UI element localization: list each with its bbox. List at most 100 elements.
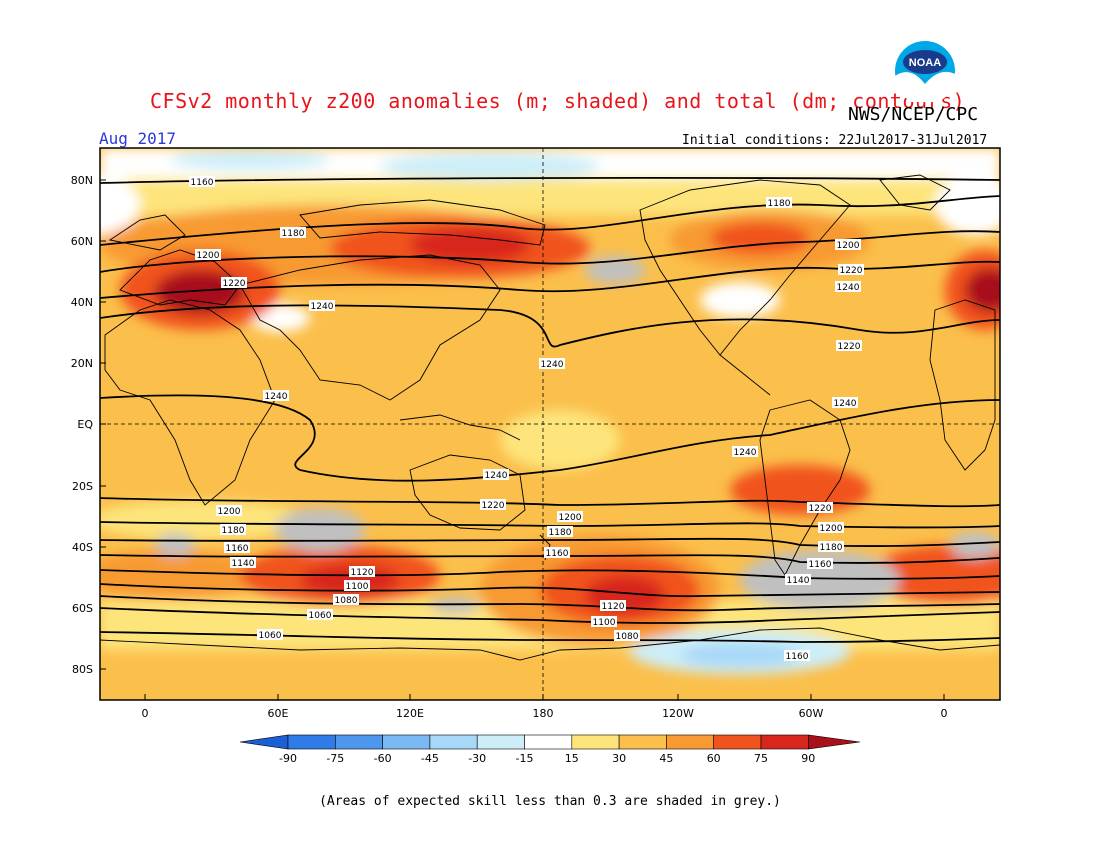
svg-text:1240: 1240 — [485, 471, 508, 481]
contour-label: 1240 — [539, 358, 565, 370]
colorbar-tick-label: 30 — [612, 752, 626, 765]
colorbar-left-arrow — [239, 734, 289, 750]
colorbar-tick-label: -30 — [468, 752, 486, 765]
colorbar-swatch — [476, 734, 525, 750]
colorbar-tick-label: 90 — [801, 752, 815, 765]
svg-text:1060: 1060 — [309, 611, 332, 621]
contour-label: 1100 — [344, 580, 370, 592]
colorbar-swatch — [713, 734, 762, 750]
svg-text:1200: 1200 — [218, 507, 241, 517]
lat-label: 60N — [71, 235, 93, 248]
colorbar-tick-label: 75 — [754, 752, 768, 765]
contour-label: 1180 — [547, 526, 573, 538]
forecast-month: Aug 2017 — [99, 129, 177, 148]
contour-label: 1240 — [732, 446, 758, 458]
svg-text:1180: 1180 — [768, 199, 791, 209]
lat-label: 80S — [72, 663, 93, 676]
contour-label: 1240 — [835, 281, 861, 293]
svg-text:1200: 1200 — [559, 513, 582, 523]
svg-text:1080: 1080 — [335, 596, 358, 606]
contour-label: 1240 — [483, 469, 509, 481]
lat-label: 40S — [72, 541, 93, 554]
map-title: CFSv2 monthly z200 anomalies (m; shaded)… — [150, 89, 966, 113]
contour-label: 1200 — [216, 505, 242, 517]
svg-text:1220: 1220 — [223, 279, 246, 289]
contour-label: 1140 — [230, 557, 256, 569]
colorbar-swatch — [760, 734, 809, 750]
colorbar-swatch — [618, 734, 667, 750]
svg-text:1240: 1240 — [311, 302, 334, 312]
contour-labels: 1160 1180 1200 1220 1240 1240 1240 1240 1240 1220… — [189, 176, 864, 662]
colorbar-tick-label: -45 — [421, 752, 439, 765]
colorbar-right-arrow — [807, 734, 861, 750]
contour-label: 1200 — [818, 522, 844, 534]
svg-text:1220: 1220 — [809, 504, 832, 514]
contour-label: 1160 — [784, 650, 810, 662]
lon-label: 180 — [533, 707, 554, 720]
colorbar-tick-label: -75 — [326, 752, 344, 765]
lat-label: 80N — [71, 174, 93, 187]
noaa-logo: NOAA — [895, 41, 956, 102]
colorbar-swatch — [429, 734, 478, 750]
initial-conditions: Initial conditions: 22Jul2017-31Jul2017 — [682, 133, 988, 148]
lat-label: EQ — [77, 418, 93, 431]
svg-text:1120: 1120 — [351, 568, 374, 578]
contour-label: 1220 — [836, 340, 862, 352]
svg-text:1180: 1180 — [282, 229, 305, 239]
svg-text:1220: 1220 — [482, 501, 505, 511]
svg-text:1200: 1200 — [820, 524, 843, 534]
colorbar-tick-label: -15 — [516, 752, 534, 765]
contour-label: 1060 — [307, 609, 333, 621]
lon-label: 0 — [941, 707, 948, 720]
contour-label: 1060 — [257, 629, 283, 641]
svg-text:1240: 1240 — [541, 360, 564, 370]
contour-label: 1200 — [195, 249, 221, 261]
lon-label: 60W — [799, 707, 824, 720]
colorbar-tick-label: -60 — [374, 752, 392, 765]
contour-label: 1080 — [333, 594, 359, 606]
colorbar-tick-label: 45 — [659, 752, 673, 765]
svg-text:1100: 1100 — [593, 618, 616, 628]
colorbar-swatch — [571, 734, 620, 750]
colorbar-swatch — [334, 734, 383, 750]
svg-text:1220: 1220 — [840, 266, 863, 276]
lat-label: 20S — [72, 480, 93, 493]
colorbar-tick-label: 60 — [707, 752, 721, 765]
contour-label: 1220 — [838, 264, 864, 276]
lon-label: 60E — [268, 707, 289, 720]
contour-label: 1220 — [807, 502, 833, 514]
colorbar-tick-label: 15 — [565, 752, 579, 765]
skill-note: (Areas of expected skill less than 0.3 a… — [319, 794, 781, 809]
colorbar-swatch — [524, 734, 573, 750]
svg-text:1180: 1180 — [222, 526, 245, 536]
svg-text:NOAA: NOAA — [909, 57, 941, 69]
svg-text:1240: 1240 — [734, 448, 757, 458]
lon-label: 0 — [142, 707, 149, 720]
contour-label: 1140 — [785, 574, 811, 586]
colorbar-tick-label: -90 — [279, 752, 297, 765]
contour-label: 1080 — [614, 630, 640, 642]
svg-text:1200: 1200 — [197, 251, 220, 261]
contour-label: 1180 — [766, 197, 792, 209]
contour-label: 1120 — [600, 600, 626, 612]
contour-label: 1200 — [557, 511, 583, 523]
contour-label: 1160 — [544, 547, 570, 559]
colorbar: -90 -75 -60 -45 -30 -15 15 30 45 60 75 90 — [239, 734, 861, 765]
contour-label: 1180 — [280, 227, 306, 239]
colorbar-swatch — [287, 734, 336, 750]
agency-label: NWS/NCEP/CPC — [848, 104, 979, 125]
contour-label: 1100 — [591, 616, 617, 628]
colorbar-swatch — [382, 734, 431, 750]
contour-label: 1220 — [221, 277, 247, 289]
contour-label: 1180 — [220, 524, 246, 536]
lat-label: 40N — [71, 296, 93, 309]
svg-text:1240: 1240 — [834, 399, 857, 409]
svg-text:1200: 1200 — [837, 241, 860, 251]
contour-label: 1160 — [189, 176, 215, 188]
svg-text:1160: 1160 — [786, 652, 809, 662]
svg-text:1080: 1080 — [616, 632, 639, 642]
contour-label: 1240 — [832, 397, 858, 409]
svg-text:1160: 1160 — [546, 549, 569, 559]
svg-text:1180: 1180 — [820, 543, 843, 553]
lon-label: 120E — [396, 707, 424, 720]
